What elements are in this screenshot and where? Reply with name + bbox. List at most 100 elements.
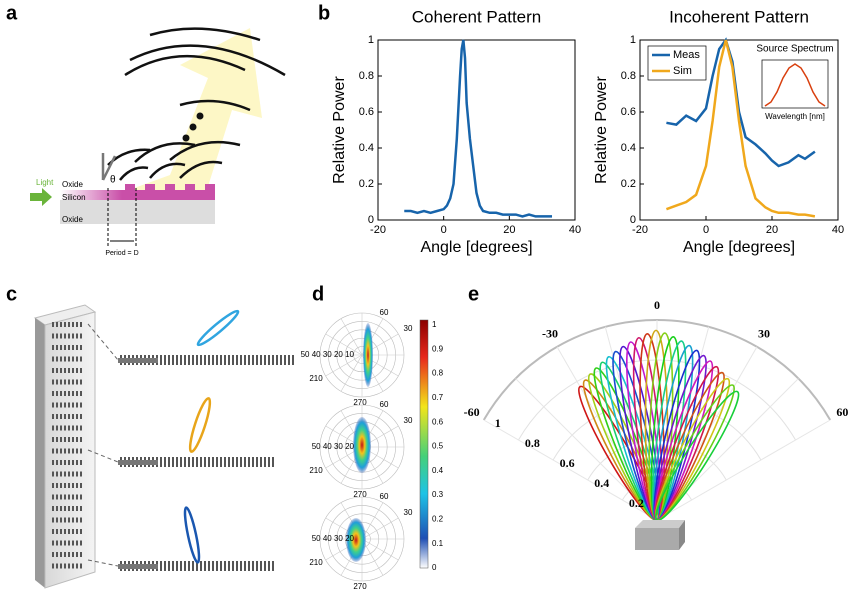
colorbar-tick-label: 0.4 <box>432 466 444 475</box>
series-line <box>665 39 816 218</box>
x-axis-label: Angle [degrees] <box>683 239 795 256</box>
y-tick-label: 0 <box>630 214 636 226</box>
legend-label: Sim <box>673 65 692 77</box>
y-axis-label: Relative Power <box>331 76 348 184</box>
x-tick-label: -20 <box>632 224 648 236</box>
angle-label: -60 <box>464 405 480 419</box>
x-tick-label: 20 <box>766 224 778 236</box>
polar-spoke <box>656 419 831 521</box>
panel-d: d 60 30 50 40 30 20 10 210 270 60 30 50 40 30 2… <box>301 283 444 591</box>
polar-label: 30 <box>404 508 413 517</box>
beam <box>112 28 262 196</box>
x-tick-label: 0 <box>703 224 709 236</box>
legend-label: Meas <box>673 49 700 61</box>
colorbar-tick-label: 0.2 <box>432 515 444 524</box>
x-tick-label: 20 <box>503 224 515 236</box>
colorbar-tick-label: 0.6 <box>432 417 444 426</box>
polar-label: 60 <box>380 400 389 409</box>
colorbar-tick-label: 0.8 <box>432 369 444 378</box>
oxide-layer <box>60 200 215 224</box>
panel-a: a Light Oxide Silicon Oxide θ Period = D <box>6 2 286 257</box>
y-tick-label: 1 <box>630 34 636 46</box>
grating-slot <box>52 391 82 396</box>
grating-slot <box>52 483 82 488</box>
polar-label: 30 <box>404 324 413 333</box>
chart-title: Incoherent Pattern <box>669 7 809 26</box>
grating-slot <box>52 345 82 350</box>
angle-label: -30 <box>542 326 558 340</box>
wavefronts <box>107 27 286 181</box>
grating-slot <box>52 506 82 511</box>
polar-spoke <box>483 419 658 521</box>
colorbar-tick-label: 0.7 <box>432 393 444 402</box>
grating-slot <box>52 540 82 546</box>
colorbar-tick-label: 0.1 <box>432 539 444 548</box>
radial-label: 1 <box>495 416 501 430</box>
polar-label: 50 40 30 20 <box>312 534 355 543</box>
colorbar <box>419 319 429 569</box>
angle-label: 30 <box>758 326 770 340</box>
grating-slot <box>52 437 82 442</box>
x-tick-label: 0 <box>441 224 447 236</box>
layer-label: Oxide <box>62 215 83 224</box>
grating-slot <box>52 529 82 534</box>
intensity-spot <box>346 518 366 562</box>
y-tick-label: 0.2 <box>359 178 374 190</box>
polar-label: 60 <box>380 308 389 317</box>
grating-slot <box>52 563 82 569</box>
radial-label: 0.4 <box>594 476 609 490</box>
chart-title: Source Spectrum <box>756 44 833 55</box>
polar-label: 210 <box>309 558 323 567</box>
grating-slot <box>52 471 82 477</box>
colorbar-tick-label: 0.3 <box>432 490 444 499</box>
y-tick-label: 0.6 <box>621 106 636 118</box>
panel-label: d <box>312 283 324 305</box>
panel-label: c <box>6 283 17 305</box>
emitter-block <box>635 528 679 550</box>
emitter-top <box>635 520 685 528</box>
colorbar-tick-label: 0 <box>432 563 437 572</box>
grating-slot <box>52 368 82 373</box>
y-tick-label: 0.2 <box>621 178 636 190</box>
input-arrow <box>30 188 52 206</box>
polar-label: 270 <box>353 582 367 591</box>
theta-label: θ <box>110 175 116 186</box>
y-axis-label: Relative Power <box>593 76 610 184</box>
polar-label: 210 <box>309 374 323 383</box>
polar-label: 270 <box>353 490 367 499</box>
panel-e: e -60 -30 0 30 60 1 0.8 0.6 0.4 0.2 <box>464 283 848 550</box>
grating-slot <box>52 425 82 431</box>
grating-slot <box>52 517 82 523</box>
y-tick-label: 0.4 <box>621 142 636 154</box>
y-tick-label: 0 <box>368 214 374 226</box>
polar-label: 270 <box>353 398 367 407</box>
intensity-spot <box>363 323 373 387</box>
polar-label: 210 <box>309 466 323 475</box>
y-tick-label: 1 <box>368 34 374 46</box>
polar-spoke <box>325 333 399 377</box>
polar-label: 50 40 30 20 10 <box>301 350 355 359</box>
polar-label: 30 <box>404 416 413 425</box>
radial-label: 0.2 <box>629 496 644 510</box>
y-tick-label: 0.8 <box>621 70 636 82</box>
grating-slot <box>52 322 82 327</box>
y-tick-label: 0.6 <box>359 106 374 118</box>
grating-slot <box>52 494 82 500</box>
polar-label: 60 <box>380 492 389 501</box>
grating-slot <box>52 402 82 408</box>
x-tick-label: 40 <box>832 224 844 236</box>
x-axis-label: Wavelength [nm] <box>765 112 825 121</box>
layer-label: Oxide <box>62 180 83 189</box>
panel-label: b <box>318 2 330 24</box>
angle-label: 0 <box>654 298 660 312</box>
emitter-side <box>679 520 685 550</box>
radial-label: 0.8 <box>525 436 540 450</box>
x-tick-label: 40 <box>569 224 581 236</box>
panel-c: c <box>6 283 294 589</box>
y-tick-label: 0.4 <box>359 142 374 154</box>
legend <box>647 45 707 81</box>
radial-label: 0.6 <box>560 456 575 470</box>
y-tick-label: 0.8 <box>359 70 374 82</box>
grating-slot <box>52 379 82 385</box>
